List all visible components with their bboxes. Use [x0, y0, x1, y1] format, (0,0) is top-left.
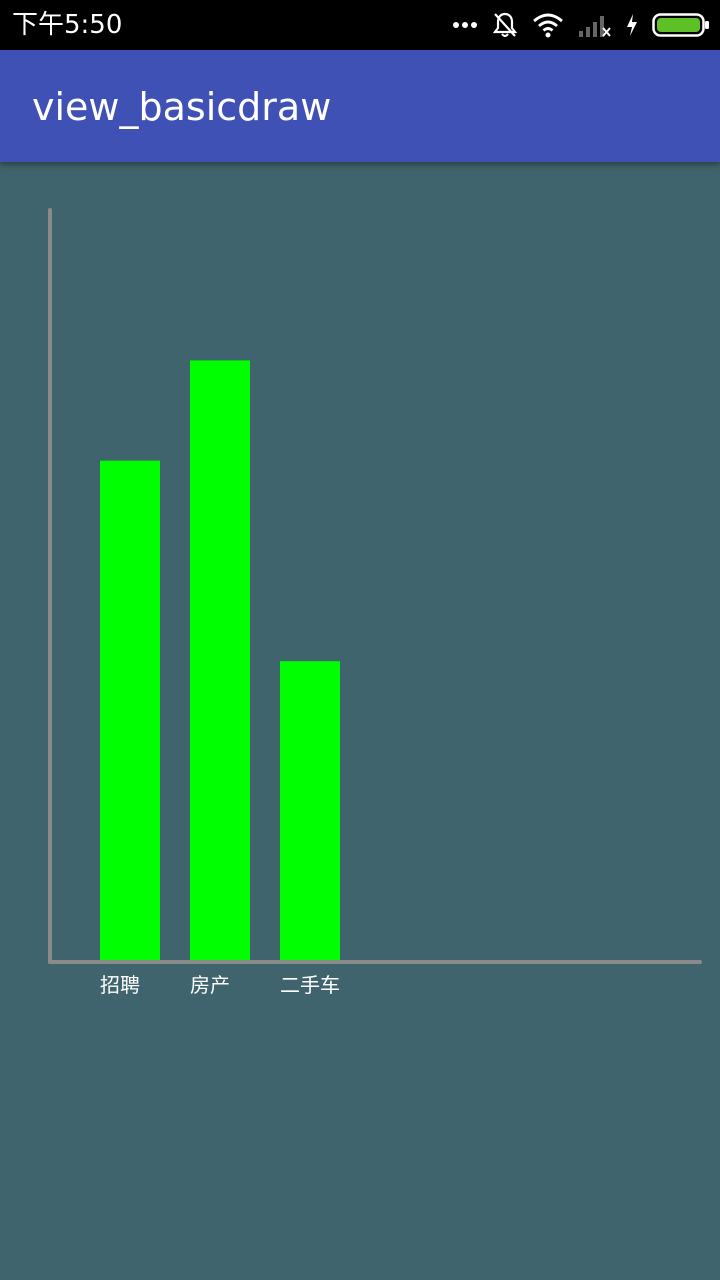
category-label-1: 招聘 — [100, 973, 140, 997]
status-bar: 下午5:50 — [0, 0, 720, 50]
more-dots-icon — [452, 20, 478, 30]
app-bar: view_basicdraw — [0, 50, 720, 162]
status-icons — [452, 0, 710, 50]
notifications-off-icon — [492, 11, 518, 39]
bar-2 — [190, 360, 250, 962]
bar-3 — [280, 661, 340, 962]
wifi-icon — [532, 12, 564, 38]
signal-none-icon — [578, 12, 612, 38]
bar-chart: 招聘 房产 二手车 — [0, 162, 720, 1280]
bar-1 — [100, 460, 160, 962]
status-time: 下午5:50 — [12, 10, 123, 40]
bar-chart-canvas: 招聘 房产 二手车 — [48, 208, 702, 997]
battery-full-icon — [652, 12, 710, 38]
charging-bolt-icon — [626, 13, 638, 37]
app-title: view_basicdraw — [32, 85, 332, 129]
category-label-2: 房产 — [190, 973, 230, 997]
category-label-3: 二手车 — [280, 973, 340, 997]
